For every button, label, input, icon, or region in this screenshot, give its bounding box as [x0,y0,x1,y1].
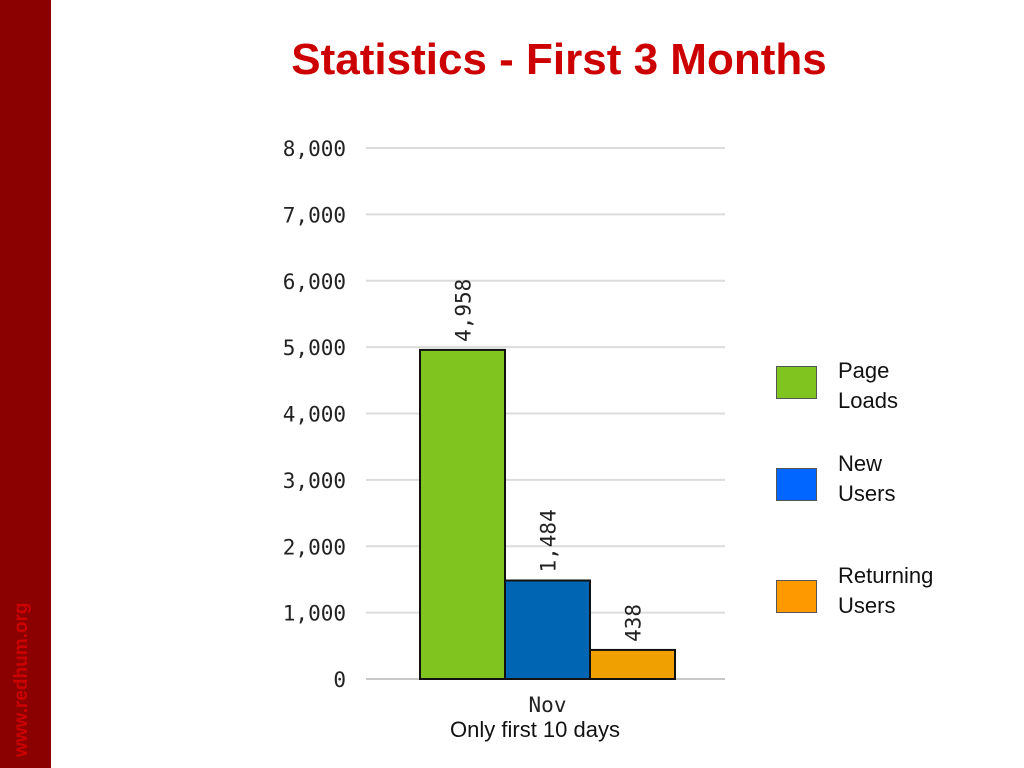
y-tick-label: 8,000 [283,137,346,161]
legend-swatch [776,366,817,399]
legend-label-line: Page [838,358,890,383]
legend-label-line: Loads [838,388,898,413]
y-tick-label: 5,000 [283,336,346,360]
legend-label: New Users [838,449,988,509]
legend-swatch [776,580,817,613]
bar [589,648,676,680]
legend-swatch [776,468,817,501]
y-tick-label: 2,000 [283,535,346,559]
legend-label-line: Users [838,481,896,506]
y-tick-label: 7,000 [283,203,346,227]
slide-title: Statistics - First 3 Months [291,35,827,84]
sidebar-url: www.redhum.org [0,0,51,768]
legend-label: Returning Users [838,561,988,621]
x-tick-labels: Nov [529,693,567,717]
bar-value-label: 1,484 [537,509,561,572]
y-tick-label: 3,000 [283,469,346,493]
legend-label-line: Returning [838,563,934,588]
bar-value-labels: 4,958 1,484 438 [452,279,646,642]
legend-label-line: Users [838,593,896,618]
y-tick-label: 1,000 [283,602,346,626]
y-tick-label: 4,000 [283,403,346,427]
sidebar-url-text: www.redhum.org [11,603,32,758]
chart-note: Only first 10 days [450,717,620,742]
bar-value-label: 4,958 [452,279,476,342]
slide-title-container: Statistics - First 3 Months [51,30,1024,90]
y-tick-label: 0 [333,668,346,692]
legend-label-line: New [838,451,883,476]
sidebar [0,0,51,768]
x-tick-label: Nov [529,693,567,717]
bar [419,348,506,680]
y-tick-label: 6,000 [283,270,346,294]
bar-value-label: 438 [622,604,646,642]
bars [419,348,676,681]
legend-label: Page Loads [838,356,988,416]
y-tick-labels: 0 1,000 2,000 3,000 4,000 5,000 6,000 7,000 8,00… [283,137,346,692]
bar [504,579,591,681]
